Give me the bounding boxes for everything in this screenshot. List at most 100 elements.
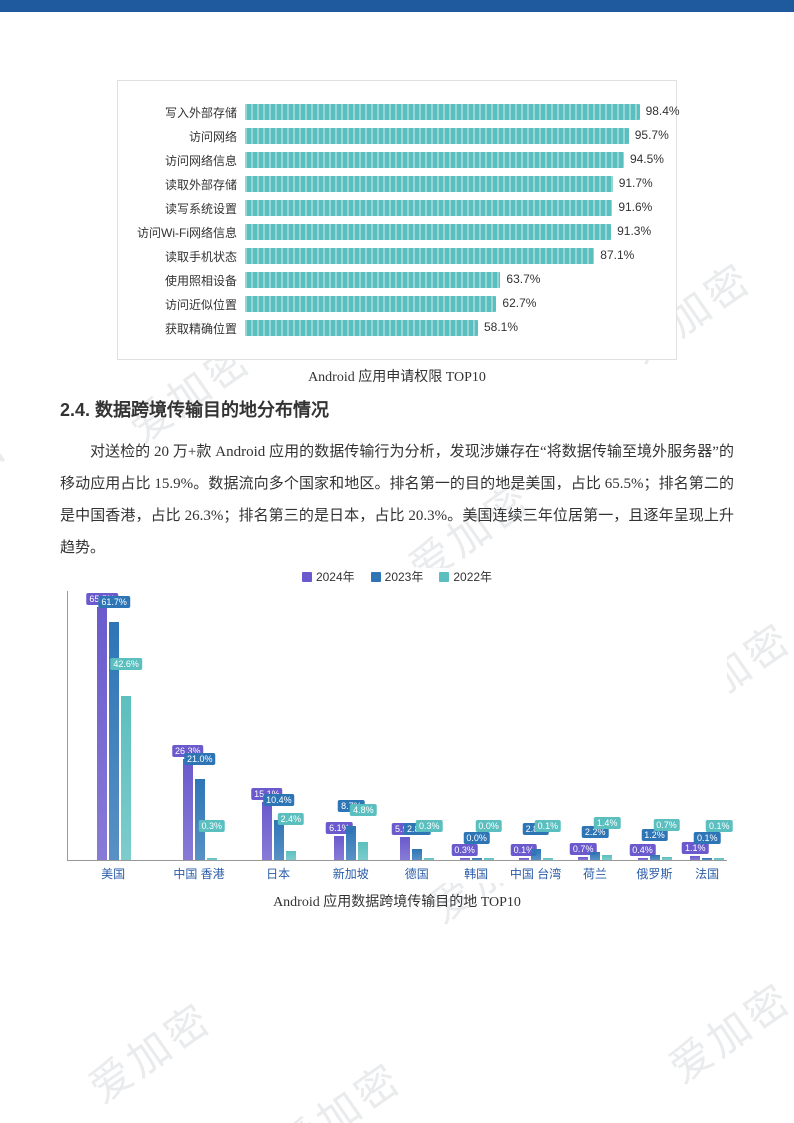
vchart-bar: 2.8% — [412, 849, 422, 860]
vchart-xaxis-label: 俄罗斯 — [636, 865, 672, 882]
vchart-bar: 0.3% — [424, 858, 434, 860]
header-bar — [0, 0, 794, 12]
legend-swatch — [371, 572, 381, 582]
vchart-bar: 0.0% — [484, 858, 494, 860]
hbar-row: 使用照相设备63.7% — [130, 269, 646, 291]
hbar-value: 98.4% — [646, 104, 680, 118]
vchart-bar: 65.5% — [97, 607, 107, 860]
vchart-bar-label: 0.1% — [694, 832, 721, 844]
hbar-label: 访问网络 — [130, 128, 245, 145]
hbar-fill: 91.3% — [245, 224, 611, 240]
hbar-fill: 91.7% — [245, 176, 613, 192]
vchart-caption: Android 应用数据跨境传输目的地 TOP10 — [60, 891, 734, 911]
vchart-bar: 0.3% — [460, 858, 470, 860]
vchart-group: 0.7%2.2%1.4% — [568, 852, 622, 860]
hbar-label: 访问近似位置 — [130, 296, 245, 313]
vchart-bar-label: 0.1% — [706, 820, 733, 832]
hbar-fill: 95.7% — [245, 128, 629, 144]
vchart-bar: 0.7% — [662, 857, 672, 860]
vchart-bar-label: 2.4% — [278, 813, 305, 825]
vchart-bar-label: 1.4% — [594, 817, 621, 829]
hbar-value: 62.7% — [502, 296, 536, 310]
vchart-bar-label: 0.4% — [629, 844, 656, 856]
hbar-label: 读写系统设置 — [130, 200, 245, 217]
vchart-bar: 0.3% — [207, 858, 217, 860]
vchart-bar-label: 0.3% — [416, 820, 443, 832]
vchart-bar: 5.9% — [400, 837, 410, 860]
vchart-xaxis-label: 中国 香港 — [173, 865, 224, 882]
hbar-value: 91.3% — [617, 224, 651, 238]
vchart-xaxis-label: 德国 — [405, 865, 429, 882]
vchart-bar: 1.1% — [690, 856, 700, 860]
vchart-xaxis-label: 荷兰 — [583, 865, 607, 882]
vchart-bar: 0.4% — [638, 858, 648, 860]
hbar-fill: 62.7% — [245, 296, 496, 312]
hbar-fill: 63.7% — [245, 272, 500, 288]
hbar-label: 获取精确位置 — [130, 320, 245, 337]
vchart-group: 0.4%1.2%0.7% — [628, 855, 682, 860]
vchart-bar: 2.4% — [286, 851, 296, 860]
legend-label: 2022年 — [453, 568, 492, 585]
hbar-value: 91.7% — [619, 176, 653, 190]
hbar-caption: Android 应用申请权限 TOP10 — [60, 366, 734, 386]
vchart-bar: 10.4% — [274, 820, 284, 860]
hbar-row: 访问网络95.7% — [130, 125, 646, 147]
legend-label: 2024年 — [316, 568, 355, 585]
hbar-label: 访问Wi-Fi网络信息 — [130, 224, 245, 241]
vchart-xaxis-label: 美国 — [101, 865, 125, 882]
vchart-bar: 26.3% — [183, 759, 193, 860]
vchart-xaxis: 美国中国 香港日本新加坡德国韩国中国 台湾荷兰俄罗斯法国 — [67, 865, 727, 883]
hbar-row: 写入外部存储98.4% — [130, 101, 646, 123]
hbar-value: 91.6% — [618, 200, 652, 214]
legend-item: 2022年 — [439, 568, 492, 585]
hbar-fill: 91.6% — [245, 200, 612, 216]
hbar-label: 读取外部存储 — [130, 176, 245, 193]
vchart-xaxis-label: 中国 台湾 — [510, 865, 561, 882]
hbar-fill: 87.1% — [245, 248, 594, 264]
hbar-label: 写入外部存储 — [130, 104, 245, 121]
vchart-bar: 1.4% — [602, 855, 612, 860]
vchart-bar: 2.8% — [531, 849, 541, 860]
body-paragraph: 对送检的 20 万+款 Android 应用的数据传输行为分析，发现涉嫌存在“将… — [60, 436, 734, 564]
vchart-xaxis-label: 日本 — [266, 865, 290, 882]
vchart-group: 0.1%2.8%0.1% — [509, 849, 563, 860]
vchart-bar: 0.1% — [702, 858, 712, 860]
hbar-label: 访问网络信息 — [130, 152, 245, 169]
hbar-label: 读取手机状态 — [130, 248, 245, 265]
vchart-bar: 4.8% — [358, 842, 368, 861]
vchart-bar: 0.7% — [578, 857, 588, 860]
crossborder-bar-chart: 2024年2023年2022年 65.5%61.7%42.6%26.3%21.0… — [67, 568, 727, 883]
legend-item: 2024年 — [302, 568, 355, 585]
hbar-fill: 98.4% — [245, 104, 640, 120]
vchart-xaxis-label: 新加坡 — [333, 865, 369, 882]
vchart-xaxis-label: 韩国 — [464, 865, 488, 882]
hbar-label: 使用照相设备 — [130, 272, 245, 289]
legend-swatch — [302, 572, 312, 582]
vchart-bar-label: 0.1% — [535, 820, 562, 832]
vchart-plot: 65.5%61.7%42.6%26.3%21.0%0.3%15.1%10.4%2… — [67, 591, 727, 861]
vchart-bar-label: 61.7% — [98, 596, 130, 608]
vchart-group: 15.1%10.4%2.4% — [252, 802, 306, 860]
hbar-fill: 94.5% — [245, 152, 624, 168]
vchart-bar-label: 0.3% — [199, 820, 226, 832]
vchart-group: 26.3%21.0%0.3% — [173, 759, 227, 860]
hbar-row: 获取精确位置58.1% — [130, 317, 646, 339]
vchart-group: 1.1%0.1%0.1% — [680, 856, 734, 860]
legend-label: 2023年 — [385, 568, 424, 585]
hbar-row: 读写系统设置91.6% — [130, 197, 646, 219]
hbar-row: 读取外部存储91.7% — [130, 173, 646, 195]
vchart-group: 6.1%8.7%4.8% — [324, 826, 378, 860]
vchart-bar: 2.2% — [590, 852, 600, 860]
legend-item: 2023年 — [371, 568, 424, 585]
hbar-row: 访问近似位置62.7% — [130, 293, 646, 315]
vchart-bar: 15.1% — [262, 802, 272, 860]
vchart-bar: 0.0% — [472, 858, 482, 860]
vchart-bar: 1.2% — [650, 855, 660, 860]
vchart-bar: 0.1% — [714, 858, 724, 860]
vchart-bar-label: 0.0% — [463, 832, 490, 844]
vchart-bar-label: 10.4% — [263, 794, 295, 806]
hbar-value: 95.7% — [635, 128, 669, 142]
vchart-bar: 0.1% — [543, 858, 553, 860]
hbar-value: 94.5% — [630, 152, 664, 166]
vchart-bar-label: 4.8% — [350, 804, 377, 816]
